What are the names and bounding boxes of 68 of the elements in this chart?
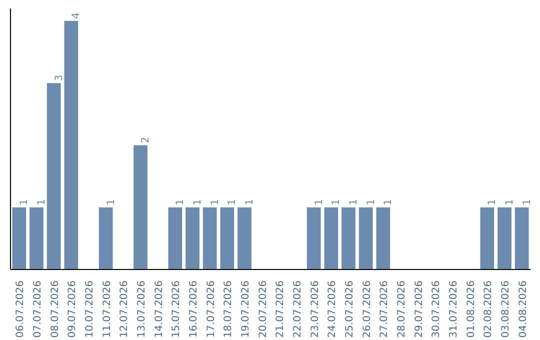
x-tick-label: 23.07.2026: [310, 280, 321, 338]
bar: [134, 145, 148, 270]
x-tick-label: 30.07.2026: [431, 280, 442, 338]
x-tick-label: 04.08.2026: [518, 280, 529, 338]
x-tick-label: 31.07.2026: [448, 280, 460, 338]
x-tick-label: 27.07.2026: [379, 280, 390, 338]
bar: [376, 207, 390, 270]
x-tick-label: 02.08.2026: [483, 280, 494, 338]
bar: [514, 207, 529, 270]
x-tick-label: 15.07.2026: [171, 280, 182, 338]
x-tick-label: 07.07.2026: [32, 280, 44, 338]
x-tick-label: 01.08.2026: [466, 280, 477, 338]
x-tick-label: 13.07.2026: [136, 280, 148, 338]
x-tick-label: 06.07.2026: [15, 280, 26, 338]
bar: [186, 207, 200, 270]
bar: [202, 207, 217, 270]
bar: [480, 207, 494, 270]
data-label: 1: [175, 198, 186, 206]
x-tick-label: 16.07.2026: [188, 280, 200, 338]
data-label: 1: [19, 198, 30, 206]
bar: [238, 207, 252, 270]
x-tick-label: 21.07.2026: [275, 280, 286, 338]
data-label: 1: [36, 198, 48, 206]
x-tick-label: 10.07.2026: [84, 280, 96, 338]
x-tick-label: 17.07.2026: [206, 280, 217, 338]
x-tick-label: 20.07.2026: [258, 280, 269, 338]
x-tick-label: 03.08.2026: [500, 280, 512, 338]
x-tick-label: 28.07.2026: [396, 280, 408, 338]
bar: [220, 207, 234, 270]
x-tick-label: 22.07.2026: [292, 280, 304, 338]
x-tick-label: 29.07.2026: [414, 280, 425, 338]
data-label: 3: [54, 74, 65, 82]
data-label: 1: [348, 198, 360, 206]
data-label: 2: [140, 136, 152, 144]
bar: [168, 207, 182, 270]
data-label: 1: [366, 198, 377, 206]
x-tick-label: 25.07.2026: [344, 280, 356, 338]
x-tick-label: 18.07.2026: [223, 280, 234, 338]
x-tick-label: 11.07.2026: [102, 280, 113, 338]
bar: [498, 207, 512, 270]
data-label: 1: [192, 198, 204, 206]
data-label: 1: [487, 198, 498, 206]
x-tick-label: 08.07.2026: [50, 280, 61, 338]
data-label: 4: [71, 12, 82, 19]
data-label: 1: [383, 198, 394, 206]
data-label: 1: [314, 198, 325, 206]
bar: [324, 207, 338, 270]
bar: [46, 83, 61, 270]
bar: [64, 20, 78, 270]
data-label: 1: [331, 198, 342, 206]
data-label: 1: [522, 198, 533, 206]
bar: [12, 207, 26, 270]
x-tick-label: 12.07.2026: [119, 280, 130, 338]
x-tick-label: 14.07.2026: [154, 280, 165, 338]
bar: [98, 207, 113, 270]
x-tick-label: 09.07.2026: [67, 280, 78, 338]
bar: [358, 207, 373, 270]
x-tick-label: 24.07.2026: [327, 280, 338, 338]
bar: [342, 207, 356, 270]
data-label: 1: [210, 198, 221, 206]
x-tick-label: 19.07.2026: [240, 280, 252, 338]
data-label: 1: [227, 198, 238, 206]
data-label: 1: [504, 198, 516, 206]
data-label: 1: [244, 198, 256, 206]
x-tick-label: 26.07.2026: [362, 280, 373, 338]
bar: [306, 207, 321, 270]
data-label: 1: [106, 198, 117, 206]
bar: [30, 207, 44, 270]
